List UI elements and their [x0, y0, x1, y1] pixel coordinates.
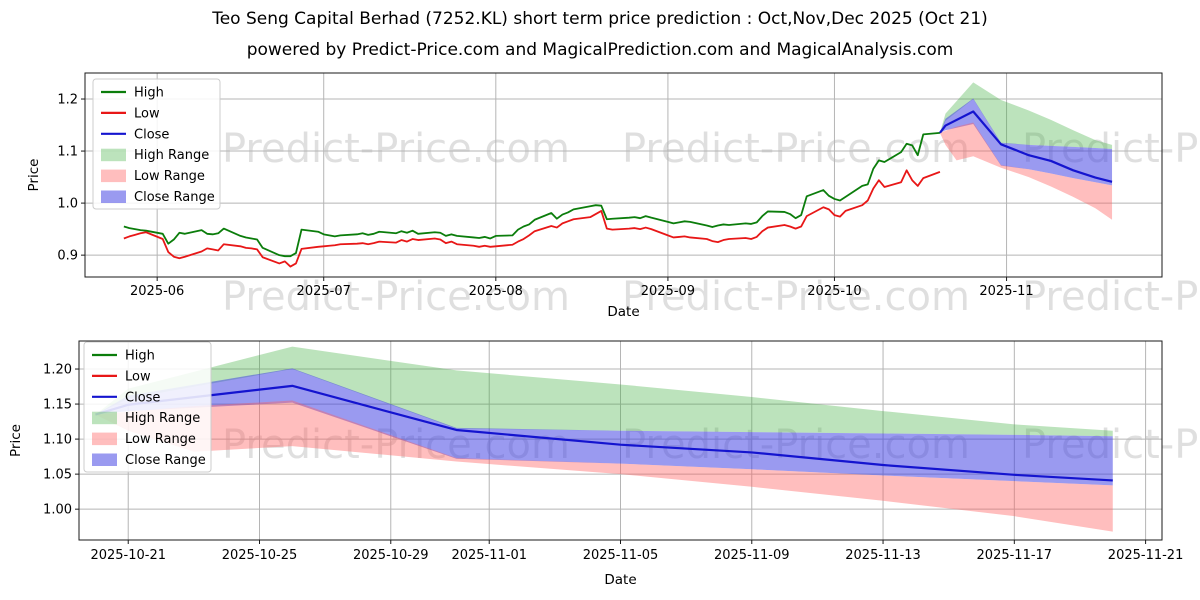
- legend-swatch-high_range: [101, 148, 126, 162]
- close-line: [939, 110, 1113, 183]
- page-subtitle: powered by Predict-Price.com and Magical…: [246, 40, 954, 60]
- legend-label: High Range: [125, 411, 200, 426]
- legend-label: Close: [125, 390, 160, 405]
- legend-swatch-high_range: [92, 411, 117, 425]
- legend-swatch-close_range: [92, 453, 117, 466]
- grid-lines: [85, 73, 1162, 277]
- x-axis: 2025-10-21 2025-10-25 2025-10-29 2025-11-01…: [90, 540, 1183, 563]
- low-line: [123, 169, 941, 268]
- y-axis-label: Price: [8, 424, 24, 457]
- x-tick-label: 2025-11-09: [714, 548, 790, 563]
- legend-label: High: [125, 349, 155, 364]
- legend-label: Low: [134, 106, 160, 121]
- x-tick-label: 2025-09: [641, 284, 695, 299]
- x-tick-label: 2025-08: [469, 284, 523, 299]
- legend-label: Low Range: [125, 432, 196, 447]
- legend-label: Close Range: [125, 453, 206, 468]
- legend: High Low Close High Range Low Range Close Ran…: [83, 341, 212, 473]
- high-line: [123, 131, 941, 258]
- x-tick-label: 2025-10: [807, 284, 861, 299]
- y-tick-label: 1.2: [57, 93, 78, 108]
- y-axis: 1.00 1.05 1.10 1.15 1.20: [43, 363, 79, 518]
- legend-label: Close Range: [134, 190, 215, 205]
- watermark-text: Predict-Price.com: [622, 126, 970, 172]
- legend-label: Low: [125, 369, 151, 384]
- high-range-band: [939, 82, 1113, 149]
- legend-label: Low Range: [134, 169, 205, 184]
- y-tick-label: 1.00: [43, 503, 72, 518]
- legend-swatch-low_range: [101, 169, 126, 183]
- x-tick-label: 2025-11-21: [1108, 548, 1184, 563]
- x-axis-label: Date: [607, 304, 639, 320]
- y-tick-label: 1.0: [57, 197, 78, 212]
- legend-label: High Range: [134, 148, 209, 163]
- low-range-band: [95, 400, 1113, 532]
- legend-swatch-low_range: [92, 432, 117, 446]
- y-axis: 0.9 1.0 1.1 1.2: [57, 93, 85, 264]
- x-axis-label: Date: [604, 572, 636, 588]
- y-tick-label: 0.9: [57, 249, 78, 264]
- watermark-text: Predict-Price.com: [1022, 274, 1200, 320]
- watermark-text: Predict-Price.com: [222, 274, 570, 320]
- x-tick-label: 2025-10-21: [90, 548, 166, 563]
- x-tick-label: 2025-11: [979, 284, 1033, 299]
- legend-box: [92, 78, 221, 210]
- legend-box: [83, 341, 212, 473]
- page-title: Teo Seng Capital Berhad (7252.KL) short …: [212, 9, 988, 29]
- x-tick-label: 2025-10-29: [353, 548, 429, 563]
- legend-label: High: [134, 86, 164, 101]
- y-tick-label: 1.1: [57, 145, 78, 160]
- close-range-band: [939, 98, 1113, 186]
- y-tick-label: 1.15: [43, 398, 72, 413]
- x-axis: 2025-06 2025-07 2025-08 2025-09 2025-10 2025-…: [130, 277, 1034, 299]
- plot-border: [84, 72, 1163, 278]
- forecast-zoom-chart: 2025-10-21 2025-10-25 2025-10-29 2025-11-01…: [8, 340, 1183, 588]
- x-tick-label: 2025-11-05: [583, 548, 659, 563]
- low-range-band: [939, 122, 1113, 220]
- x-tick-label: 2025-10-25: [222, 548, 298, 563]
- price-history-chart: 2025-06 2025-07 2025-08 2025-09 2025-10 2025-…: [26, 72, 1163, 320]
- legend-label: Close: [134, 127, 169, 142]
- y-tick-label: 1.20: [43, 363, 72, 378]
- x-tick-label: 2025-07: [297, 284, 351, 299]
- y-tick-label: 1.10: [43, 433, 72, 448]
- x-tick-label: 2025-06: [130, 284, 184, 299]
- close-range-band: [95, 368, 1113, 486]
- legend-swatch-close_range: [101, 190, 126, 203]
- x-tick-label: 2025-11-01: [451, 548, 527, 563]
- y-axis-label: Price: [26, 159, 42, 192]
- y-tick-label: 1.05: [43, 468, 72, 483]
- watermark-text: Predict-Price.com: [222, 126, 570, 172]
- legend: High Low Close High Range Low Range Close Ran…: [92, 78, 221, 210]
- x-tick-label: 2025-11-13: [845, 548, 921, 563]
- high-range-band: [95, 346, 1113, 437]
- watermark-text: Predict-Price.com: [622, 274, 970, 320]
- x-tick-label: 2025-11-17: [977, 548, 1053, 563]
